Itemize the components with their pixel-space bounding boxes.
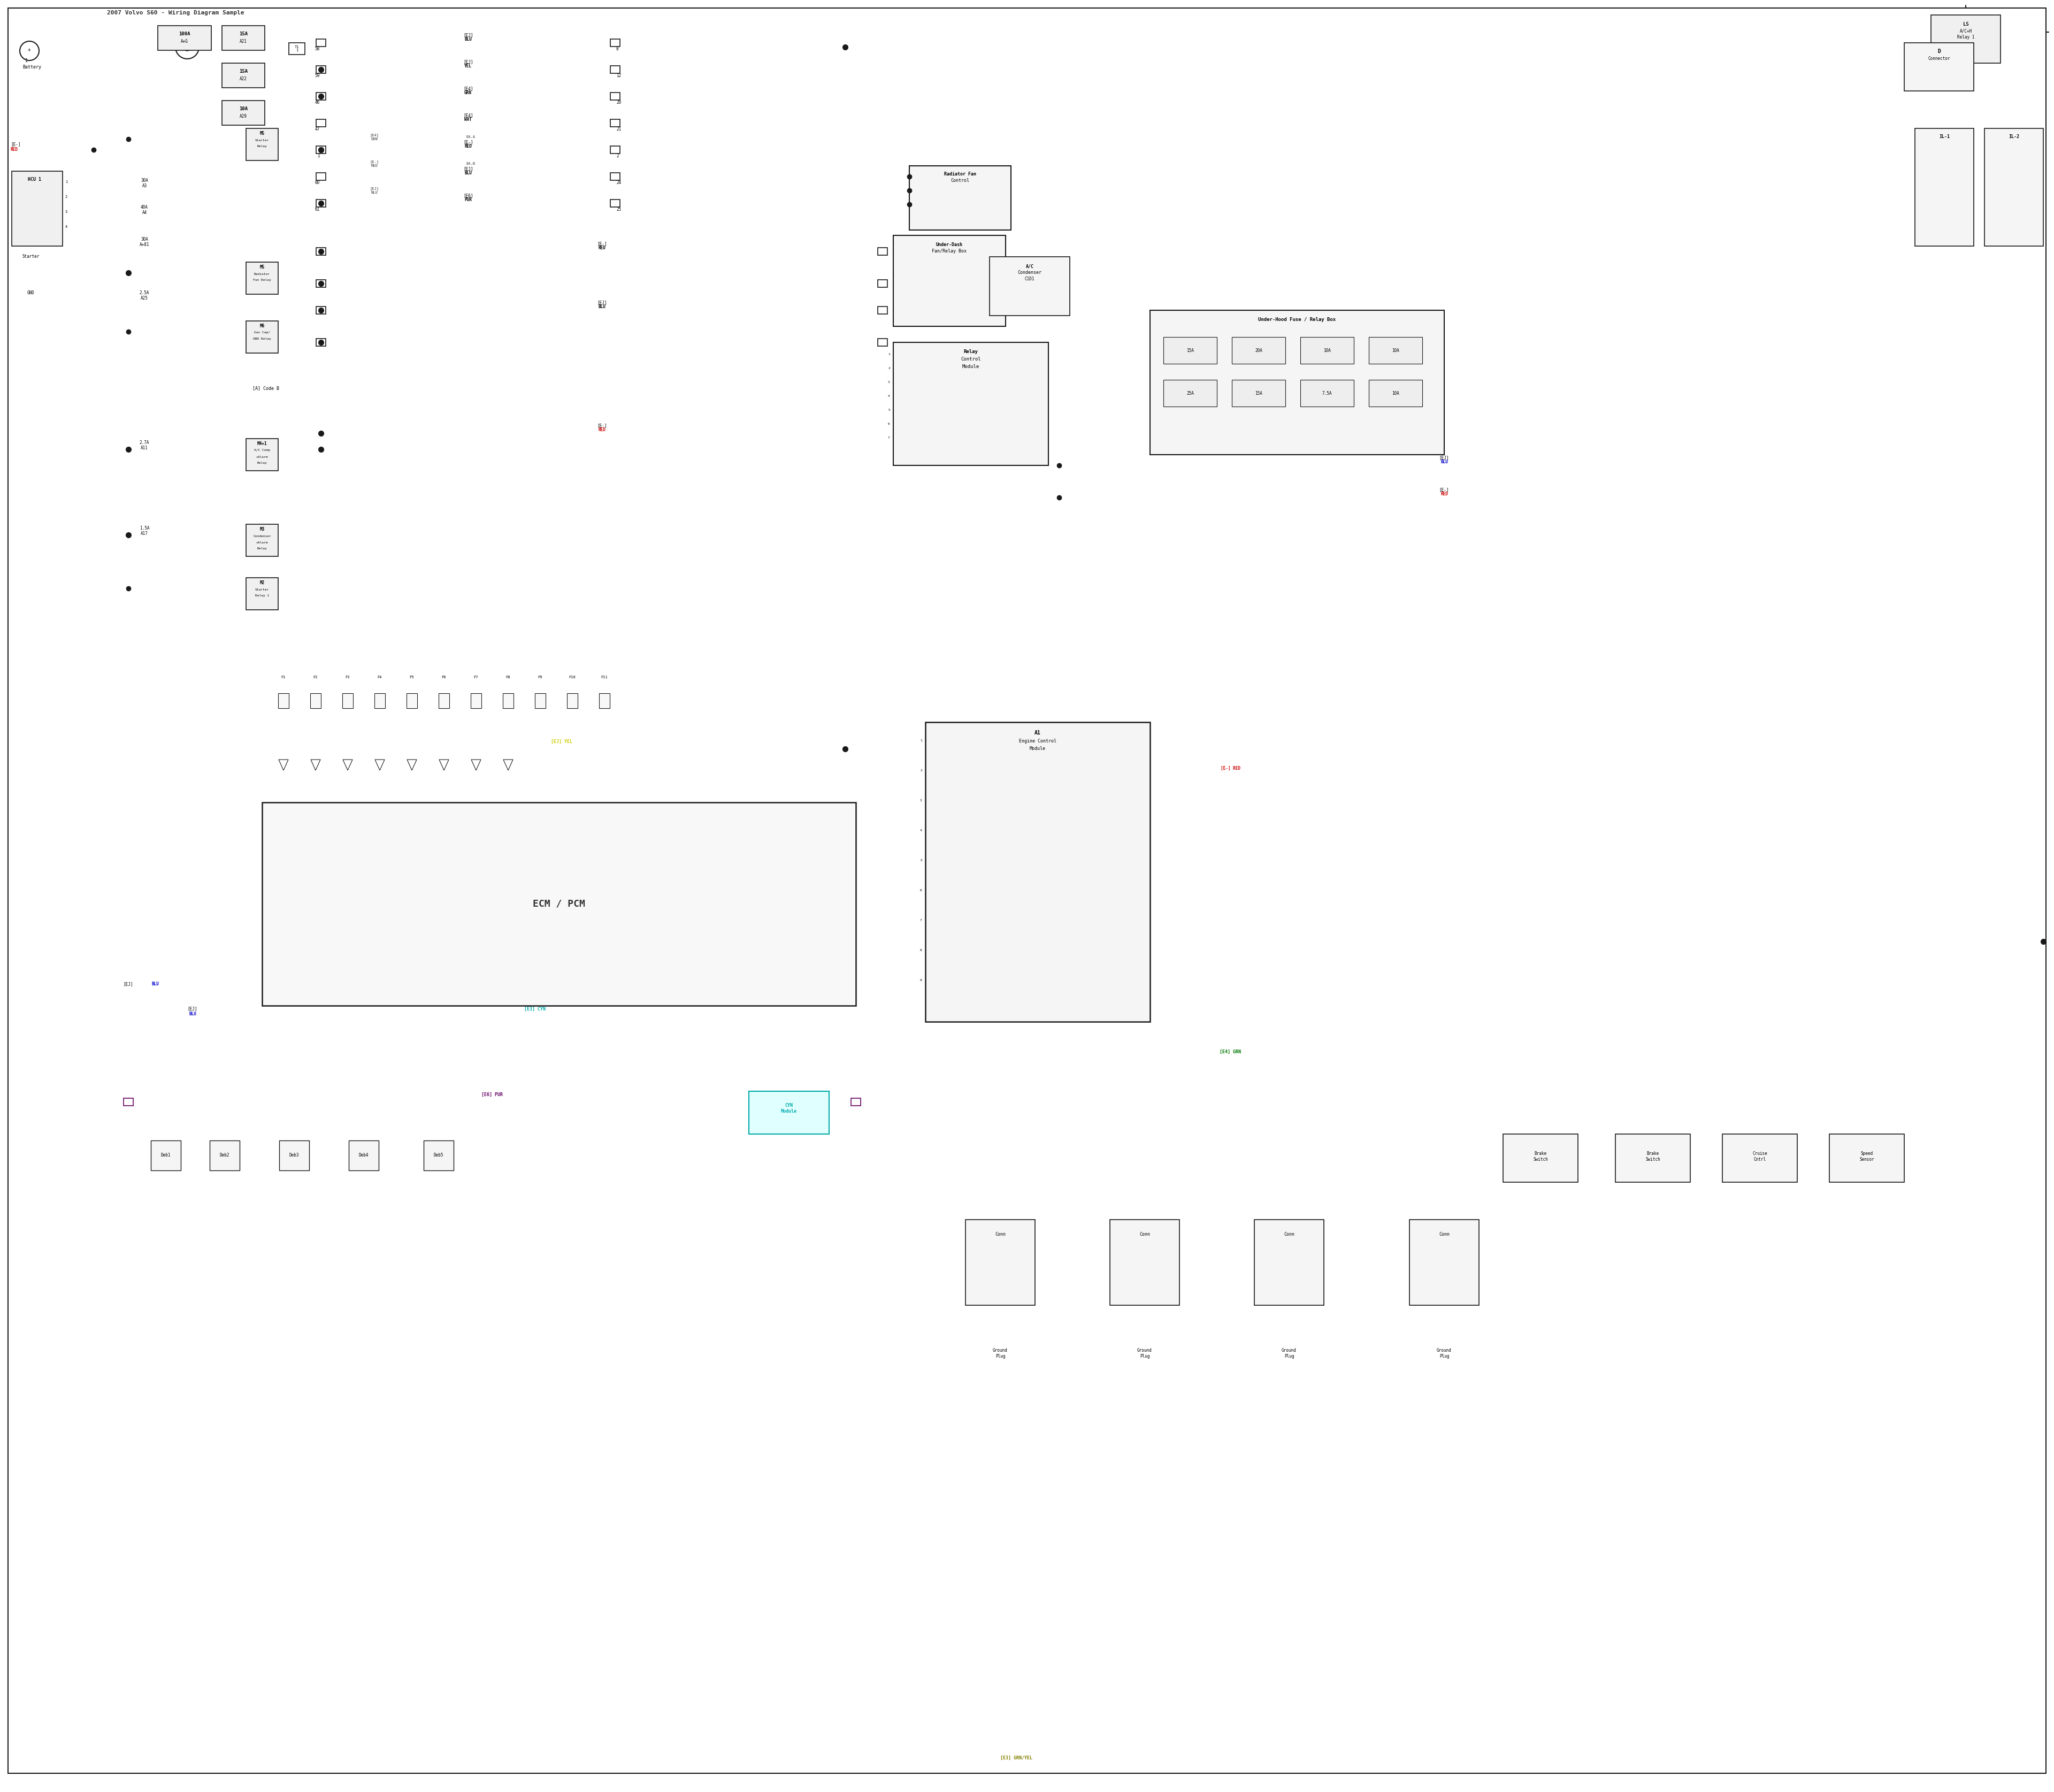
Text: [EJ]: [EJ] (598, 301, 606, 305)
Text: 15A: 15A (238, 70, 249, 73)
Bar (1163, 337, 1216, 364)
Bar (1614, 1134, 1690, 1183)
Text: A4: A4 (142, 210, 148, 215)
Text: [E4]: [E4] (462, 86, 472, 91)
Bar (277, 694, 290, 708)
Text: Module: Module (1029, 745, 1045, 751)
Text: Conn: Conn (994, 1233, 1006, 1236)
Text: RED: RED (598, 246, 606, 251)
Bar (123, 1098, 134, 1106)
Text: [E6] PUR: [E6] PUR (481, 1091, 503, 1097)
Bar (246, 577, 277, 609)
Text: 7.5A: 7.5A (1323, 391, 1333, 396)
Text: Conn: Conn (1284, 1233, 1294, 1236)
Text: [EJ]
BLU: [EJ] BLU (370, 186, 380, 194)
Bar (877, 247, 887, 254)
Bar (1109, 1220, 1179, 1305)
Bar (610, 199, 620, 208)
Text: 15A: 15A (1187, 348, 1193, 353)
Text: D: D (1937, 48, 1941, 54)
Text: BLU: BLU (464, 170, 472, 176)
Text: WHT: WHT (464, 118, 472, 122)
Text: F3: F3 (345, 676, 349, 679)
Bar (1368, 380, 1421, 407)
Text: Conn: Conn (1440, 1233, 1450, 1236)
Bar (316, 145, 327, 154)
Text: [EJ]: [EJ] (123, 982, 134, 987)
Text: 21: 21 (616, 127, 620, 133)
Text: Ground
Plug: Ground Plug (992, 1348, 1009, 1358)
Text: 25A: 25A (1187, 391, 1193, 396)
Text: Radiator: Radiator (255, 272, 271, 276)
Text: Fan Relay: Fan Relay (253, 280, 271, 281)
Bar (279, 1140, 310, 1170)
Text: [E6]: [E6] (462, 194, 472, 199)
Text: Brake
Switch: Brake Switch (1532, 1150, 1549, 1161)
Bar (1914, 129, 1974, 246)
Text: [E-]
RED: [E-] RED (370, 159, 380, 167)
Circle shape (183, 43, 191, 50)
Text: 46: 46 (314, 100, 320, 106)
Text: 25: 25 (616, 208, 620, 211)
Bar (1232, 337, 1286, 364)
Bar (1232, 380, 1286, 407)
Text: Brake
Switch: Brake Switch (1645, 1150, 1660, 1161)
Text: +Alarm: +Alarm (257, 541, 269, 543)
Text: Ground
Plug: Ground Plug (1138, 1348, 1152, 1358)
Text: RED: RED (464, 143, 472, 149)
Text: Deb5: Deb5 (433, 1152, 444, 1158)
Bar (310, 694, 320, 708)
Bar (316, 280, 327, 287)
Text: A25: A25 (142, 296, 148, 301)
Text: E4.A: E4.A (466, 136, 474, 138)
Bar (407, 694, 417, 708)
Bar (210, 1140, 240, 1170)
Text: [EJ]: [EJ] (187, 1007, 197, 1011)
Text: [A] Code B: [A] Code B (253, 385, 279, 391)
Bar (440, 694, 450, 708)
Bar (534, 694, 546, 708)
Text: [E4] GRN: [E4] GRN (1220, 1050, 1241, 1054)
Text: Fan/Relay Box: Fan/Relay Box (933, 249, 967, 254)
Text: M5: M5 (259, 265, 265, 271)
Text: 1: 1 (25, 59, 29, 63)
Bar (246, 321, 277, 353)
Text: [E-]: [E-] (462, 140, 472, 145)
Bar (349, 1140, 378, 1170)
Text: BLU: BLU (1440, 461, 1448, 464)
Text: Ground
Plug: Ground Plug (1438, 1348, 1452, 1358)
Bar (850, 1098, 861, 1106)
Text: Module: Module (961, 364, 980, 369)
Bar (567, 694, 577, 708)
Bar (1409, 1220, 1479, 1305)
Bar (893, 342, 1048, 466)
Text: 10A: 10A (1323, 348, 1331, 353)
Text: PUR: PUR (464, 197, 472, 202)
Text: 12: 12 (616, 73, 620, 79)
Bar (750, 1091, 830, 1134)
Text: RED: RED (10, 147, 18, 152)
Bar (12, 172, 62, 246)
Text: F7: F7 (474, 676, 479, 679)
Text: F2: F2 (314, 676, 318, 679)
Bar (877, 306, 887, 314)
Text: [E-] RED: [E-] RED (1220, 765, 1241, 771)
Text: 60: 60 (314, 181, 320, 185)
Text: A17: A17 (142, 532, 148, 536)
Text: 20A: 20A (1255, 348, 1263, 353)
Text: 15A: 15A (1255, 391, 1263, 396)
Text: 20: 20 (616, 100, 620, 106)
Text: A+G: A+G (181, 39, 189, 45)
Bar (610, 93, 620, 100)
Text: BLU: BLU (464, 38, 472, 41)
Bar (1904, 43, 1974, 91)
Bar (503, 694, 514, 708)
Bar (222, 63, 265, 88)
Text: 3: 3 (66, 210, 68, 213)
Text: IL-1: IL-1 (1939, 134, 1949, 140)
Bar (222, 100, 265, 125)
Text: Relay: Relay (257, 145, 267, 149)
Circle shape (21, 41, 39, 61)
Text: OBD Relay: OBD Relay (253, 339, 271, 340)
Text: [E4]
GRN: [E4] GRN (370, 133, 380, 140)
